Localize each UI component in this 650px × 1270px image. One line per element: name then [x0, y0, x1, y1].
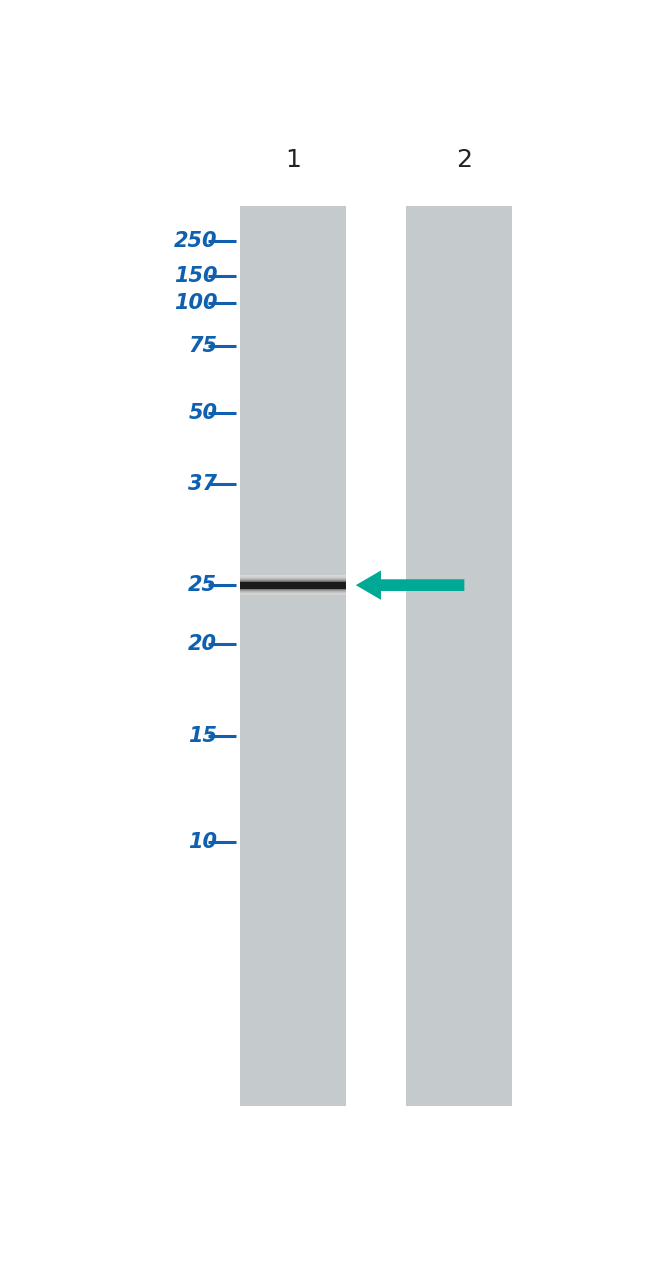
- Text: 10: 10: [188, 832, 217, 852]
- Text: 250: 250: [174, 231, 217, 251]
- Text: 2: 2: [456, 149, 472, 171]
- Bar: [240, 206, 346, 1106]
- Text: 37: 37: [188, 474, 217, 494]
- Text: 100: 100: [174, 293, 217, 314]
- Text: 50: 50: [188, 403, 217, 423]
- Text: 20: 20: [188, 634, 217, 654]
- Text: 15: 15: [188, 726, 217, 745]
- Text: 1: 1: [285, 149, 301, 171]
- FancyArrow shape: [356, 570, 464, 599]
- Text: 150: 150: [174, 265, 217, 286]
- Text: 75: 75: [188, 337, 217, 357]
- Bar: [240, 582, 346, 588]
- Bar: [406, 206, 512, 1106]
- Text: 25: 25: [188, 575, 217, 596]
